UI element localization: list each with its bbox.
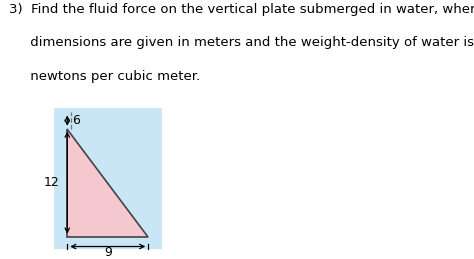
Text: dimensions are given in meters and the weight-density of water is 9800: dimensions are given in meters and the w… [9,36,474,49]
Text: 9: 9 [104,246,112,259]
Text: 12: 12 [43,176,59,189]
Text: newtons per cubic meter.: newtons per cubic meter. [9,70,201,83]
Polygon shape [67,129,148,237]
Text: 3)  Find the fluid force on the vertical plate submerged in water, where the: 3) Find the fluid force on the vertical … [9,3,474,16]
Text: 6: 6 [72,114,80,127]
